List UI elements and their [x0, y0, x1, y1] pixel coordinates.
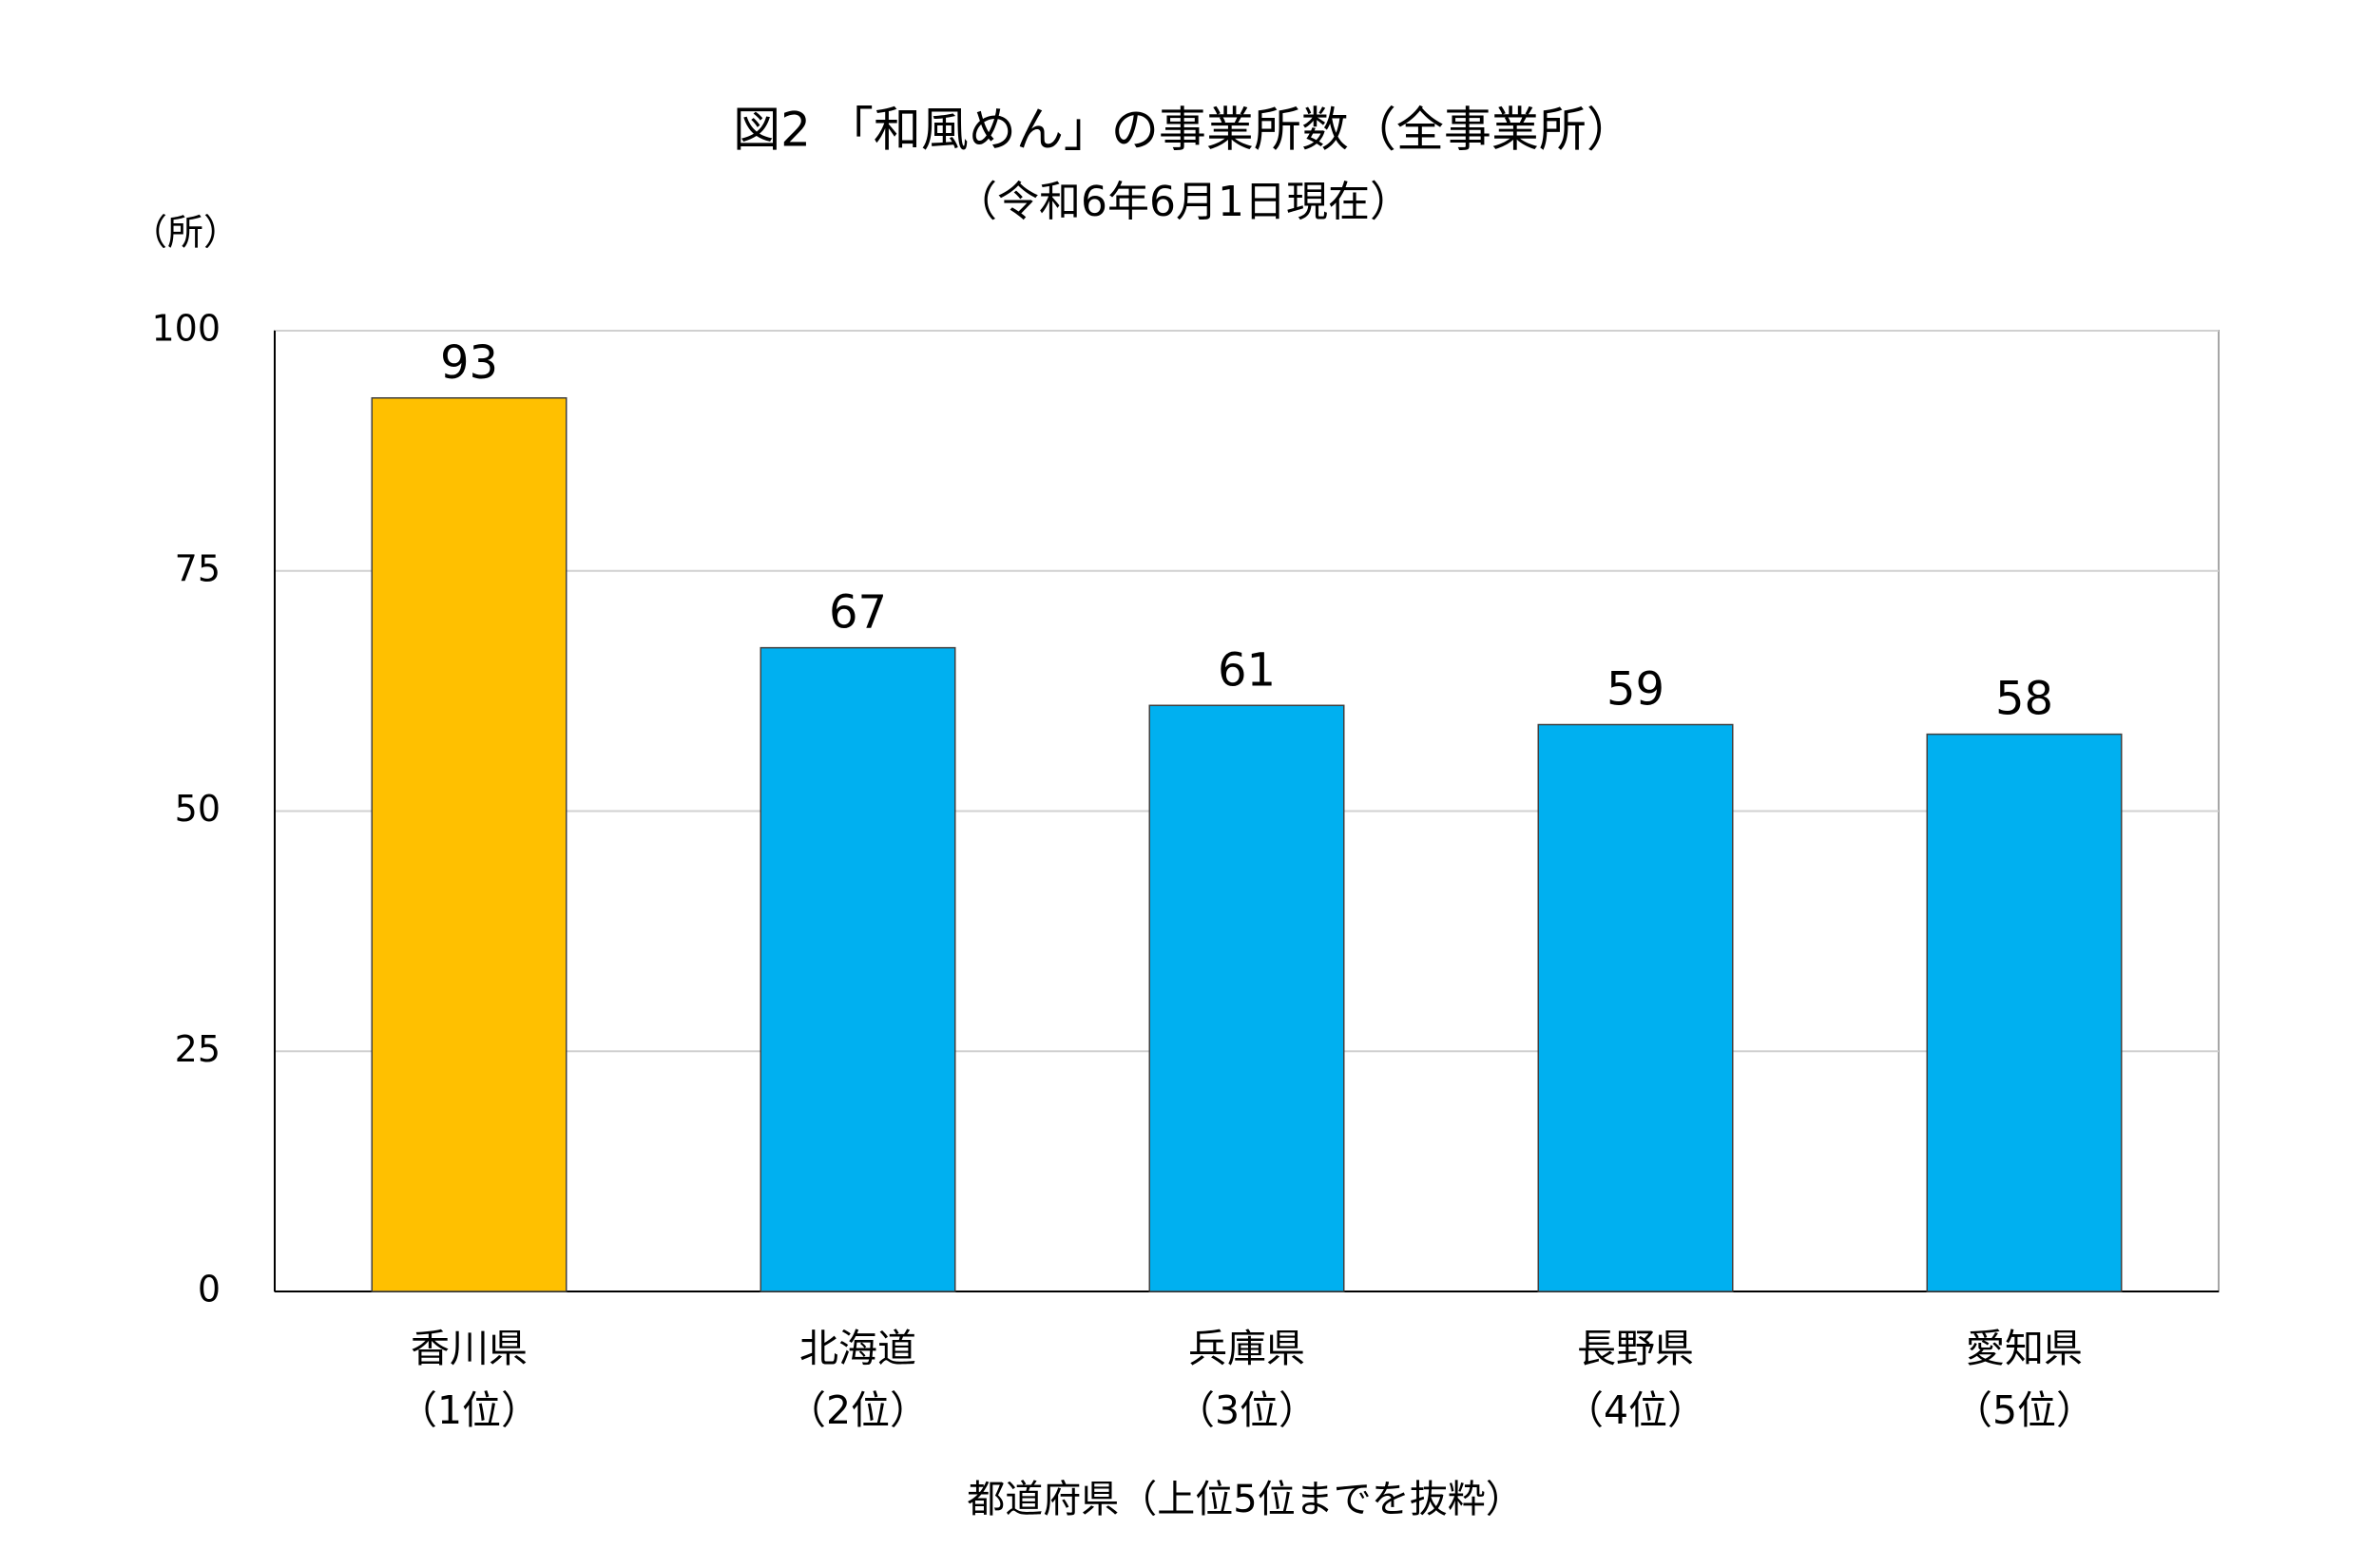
- data-label: 59: [1606, 663, 1664, 717]
- x-tick-label: （2位）: [787, 1387, 929, 1433]
- x-tick-label: 愛知県: [1966, 1326, 2083, 1371]
- x-axis-title: 都道府県（上位5位までを抜粋）: [967, 1478, 1523, 1521]
- bar: [371, 397, 567, 1292]
- chart-title: 図2 「和風めん」の事業所数（全事業所）: [733, 103, 1634, 158]
- data-label: 61: [1218, 643, 1276, 697]
- x-tick-label: （4位）: [1565, 1387, 1706, 1433]
- x-tick-label: 長野県: [1577, 1326, 1694, 1371]
- y-tick-label: 50: [175, 788, 221, 830]
- x-tick-label: 香川県: [411, 1326, 528, 1371]
- y-tick-label: 75: [175, 547, 221, 589]
- data-label: 93: [440, 336, 498, 390]
- y-axis-title: （所）: [131, 212, 240, 254]
- chart-subtitle: （令和6年6月1日現在）: [955, 178, 1412, 226]
- x-tick-label: 北海道: [799, 1326, 916, 1371]
- bar: [1148, 704, 1345, 1292]
- x-tick-label: （1位）: [398, 1387, 540, 1433]
- bar: [1926, 733, 2123, 1292]
- data-label: 67: [829, 586, 887, 640]
- y-tick-label: 0: [198, 1269, 221, 1310]
- y-tick-label: 100: [151, 308, 221, 350]
- x-tick-label: （5位）: [1953, 1387, 2095, 1433]
- y-tick-label: 25: [175, 1028, 221, 1070]
- data-label: 58: [1995, 673, 2053, 726]
- bar: [760, 646, 956, 1292]
- x-tick-label: （3位）: [1176, 1387, 1318, 1433]
- x-tick-label: 兵庫県: [1188, 1326, 1305, 1371]
- bar: [1537, 723, 1734, 1292]
